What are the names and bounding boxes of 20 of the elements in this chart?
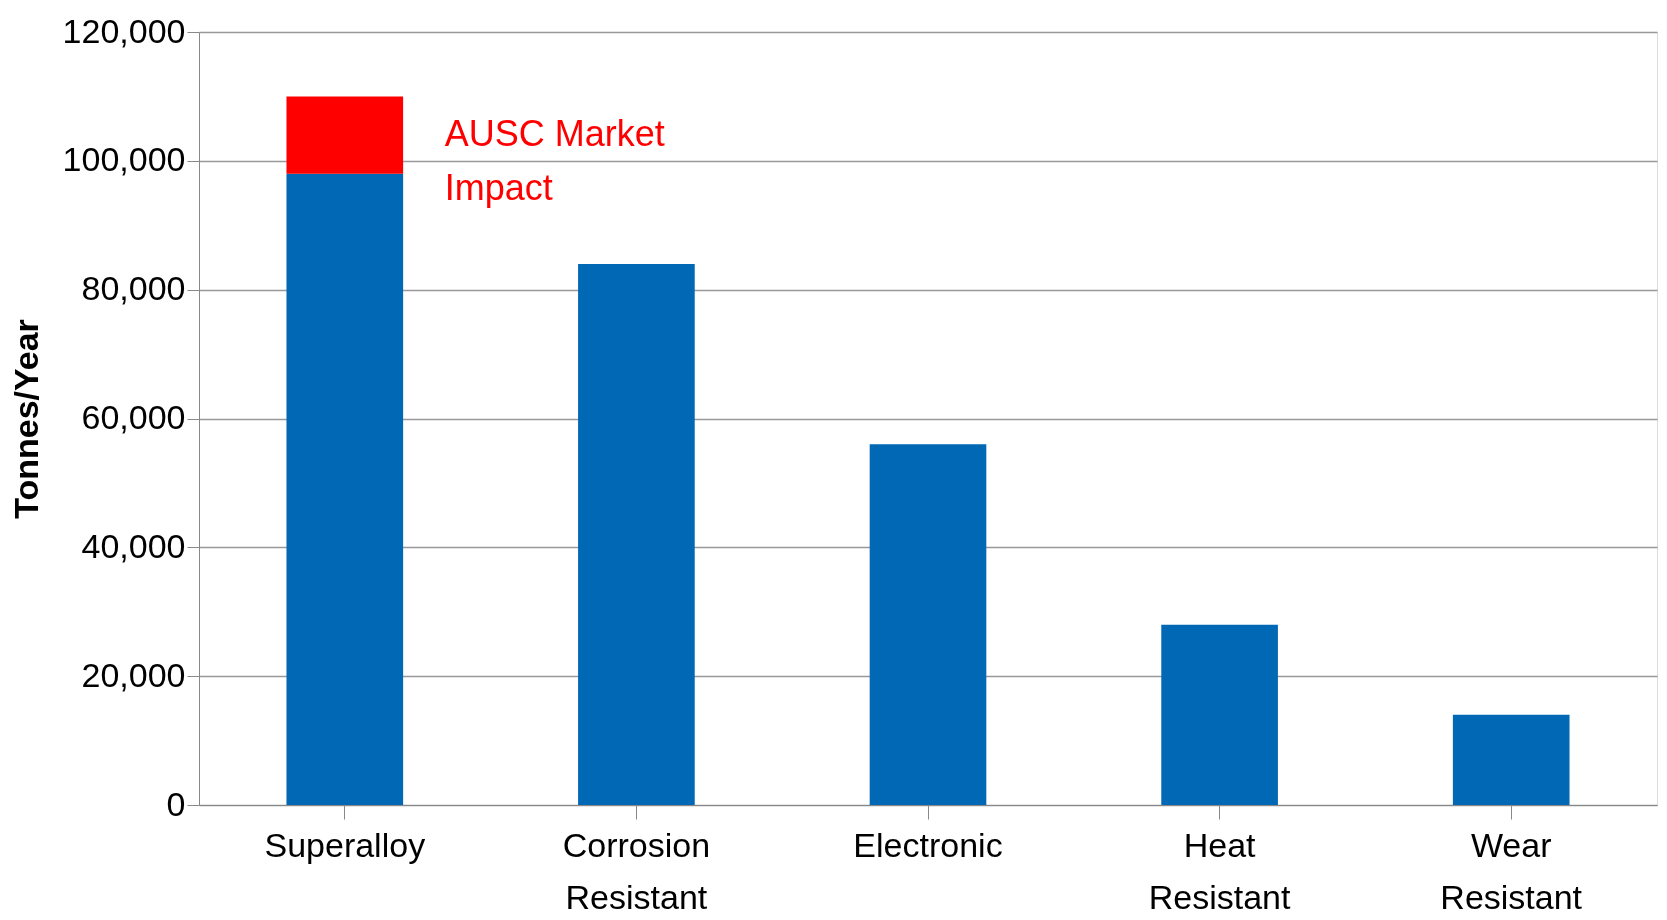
- y-tick-label: 20,000: [81, 655, 186, 694]
- x-tick-label: Electronic: [853, 825, 1003, 864]
- y-tick-label: 0: [166, 784, 186, 823]
- y-tick-label: 60,000: [81, 398, 186, 436]
- x-tick-label: Wear Resistant: [1440, 825, 1583, 916]
- bar: [286, 173, 404, 805]
- annotation: AUSC Market Impact: [444, 113, 665, 209]
- bar: [869, 444, 987, 805]
- bar: [1161, 624, 1278, 805]
- y-tick-label: 40,000: [81, 526, 186, 565]
- x-tick-label: Superalloy: [264, 825, 426, 864]
- y-tick-label: 120,000: [62, 11, 186, 50]
- x-tick-label: Heat Resistant: [1148, 825, 1292, 916]
- bar: [1452, 714, 1570, 805]
- bar: [286, 96, 404, 174]
- y-axis-title: Tonnes/Year: [6, 319, 45, 519]
- y-tick-label: 80,000: [81, 269, 186, 308]
- y-tick-label: 100,000: [62, 140, 186, 179]
- x-tick-label: Corrosion Resistant: [562, 825, 711, 916]
- bar: [578, 263, 695, 805]
